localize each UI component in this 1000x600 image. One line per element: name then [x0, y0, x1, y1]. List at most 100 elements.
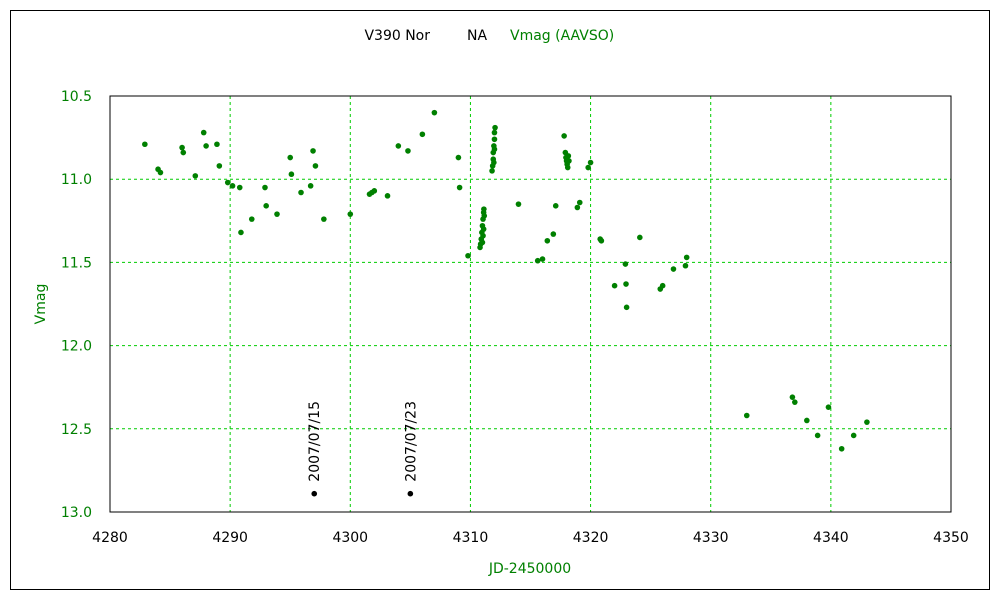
- data-point: [465, 252, 471, 259]
- data-point: [321, 216, 327, 222]
- annotation-label: 2007/07/23: [403, 401, 419, 482]
- data-point: [576, 199, 583, 206]
- data-point: [263, 203, 269, 209]
- x-tick-labels: 4280 4290 4300 4310 4320 4330 4340 4350: [92, 530, 969, 546]
- data-point: [192, 173, 199, 179]
- data-point: [574, 204, 581, 211]
- data-point: [670, 266, 677, 272]
- y-tick-label: 11.0: [61, 172, 92, 188]
- y-tick-label: 11.5: [61, 255, 92, 271]
- data-point: [307, 183, 314, 189]
- annotation-marker: [407, 490, 414, 497]
- data-point: [238, 229, 244, 236]
- data-point: [312, 163, 319, 169]
- plot-area: [109, 95, 952, 513]
- data-point: [287, 154, 294, 161]
- data-point: [539, 256, 546, 262]
- data-point: [534, 257, 541, 264]
- data-point: [804, 417, 810, 424]
- chart-title-note: NA: [467, 28, 487, 44]
- data-point: [825, 404, 832, 410]
- data-point: [157, 169, 164, 176]
- x-tick-label: 4280: [92, 530, 128, 546]
- data-point: [481, 206, 487, 212]
- data-point: [224, 179, 231, 186]
- data-point: [491, 146, 498, 153]
- data-point: [864, 419, 870, 425]
- data-point: [611, 282, 618, 289]
- data-point: [214, 141, 220, 148]
- annotation-label: 2007/07/15: [307, 401, 323, 482]
- data-point: [491, 136, 498, 143]
- data-point: [179, 144, 185, 151]
- x-tick-label: 4340: [813, 530, 849, 546]
- data-point: [622, 261, 629, 267]
- data-point: [481, 213, 488, 219]
- y-axis-label: Vmag: [33, 284, 49, 325]
- x-axis-label: JD-2450000: [488, 561, 571, 577]
- data-point: [180, 149, 187, 156]
- data-point: [544, 237, 551, 244]
- data-point: [491, 159, 497, 166]
- date-annotations: 2007/07/15 2007/07/23: [307, 401, 419, 497]
- data-points: [142, 109, 870, 452]
- data-point: [200, 129, 207, 136]
- data-point: [491, 129, 498, 136]
- data-point: [659, 282, 666, 289]
- y-tick-label: 12.5: [61, 422, 92, 438]
- data-point: [585, 164, 591, 171]
- data-point: [587, 159, 594, 166]
- data-point: [480, 226, 487, 232]
- data-point: [792, 399, 798, 405]
- data-point: [456, 184, 463, 191]
- data-point: [489, 168, 495, 174]
- y-tick-labels: 10.5 11.0 11.5 12.0 12.5 13.0: [61, 89, 92, 521]
- data-point: [142, 141, 148, 148]
- data-point: [262, 184, 268, 191]
- data-point: [743, 412, 750, 419]
- data-point: [623, 304, 630, 311]
- y-tick-label: 10.5: [61, 89, 92, 105]
- data-point: [419, 131, 426, 138]
- chart-frame: [10, 10, 990, 590]
- x-tick-label: 4320: [573, 530, 609, 546]
- data-point: [431, 109, 438, 116]
- data-point: [492, 124, 498, 131]
- data-point: [565, 153, 572, 159]
- data-point: [683, 254, 690, 261]
- grid: [110, 96, 951, 512]
- chart-series-title: Vmag (AAVSO): [510, 28, 614, 44]
- data-point: [480, 232, 486, 239]
- data-point: [395, 143, 402, 149]
- data-point: [229, 183, 236, 189]
- data-point: [789, 394, 796, 400]
- data-point: [515, 201, 522, 207]
- y-tick-label: 13.0: [61, 505, 92, 521]
- data-point: [566, 158, 572, 164]
- data-point: [405, 148, 411, 154]
- data-point: [274, 211, 280, 217]
- data-point: [479, 239, 486, 246]
- data-point: [682, 262, 689, 269]
- data-point: [598, 237, 605, 244]
- data-point: [298, 189, 304, 196]
- data-point: [371, 188, 378, 194]
- y-tick-label: 12.0: [61, 339, 92, 355]
- data-point: [216, 163, 223, 169]
- data-point: [850, 432, 857, 439]
- x-tick-label: 4290: [212, 530, 248, 546]
- x-tick-label: 4300: [332, 530, 368, 546]
- annotation-marker: [311, 490, 318, 497]
- data-point: [552, 203, 559, 209]
- data-point: [564, 164, 571, 171]
- data-point: [623, 281, 629, 287]
- data-point: [637, 234, 643, 241]
- data-point: [310, 148, 316, 154]
- x-tick-label: 4330: [693, 530, 729, 546]
- data-point: [248, 216, 255, 222]
- x-tick-label: 4310: [453, 530, 489, 546]
- data-point: [384, 193, 391, 199]
- data-point: [236, 184, 243, 191]
- data-point: [561, 133, 567, 139]
